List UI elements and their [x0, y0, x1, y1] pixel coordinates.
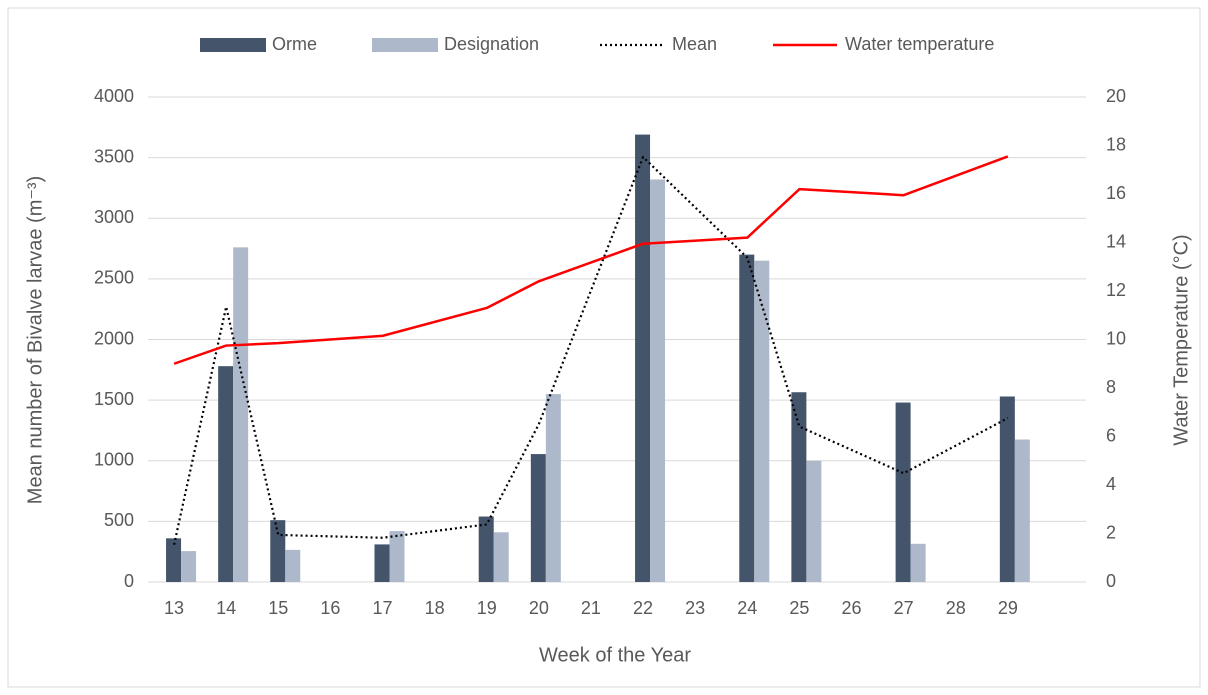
y-tick-label: 3000 [94, 207, 134, 227]
x-tick-label: 16 [320, 598, 340, 618]
bar [181, 551, 197, 582]
y-axis-title: Mean number of Bivalve larvae (m⁻³) [24, 176, 46, 504]
bar [374, 544, 390, 582]
bar [285, 549, 301, 582]
bar [493, 532, 509, 582]
bar [1014, 439, 1030, 582]
x-tick-label: 14 [216, 598, 236, 618]
line-series [173, 155, 1009, 365]
x-tick-label: 20 [529, 598, 549, 618]
x-axis-title: Week of the Year [539, 644, 691, 666]
y2-tick-label: 16 [1106, 183, 1126, 203]
y-tick-label: 0 [124, 571, 134, 591]
bar [739, 254, 755, 582]
legend-label: Designation [444, 34, 539, 54]
bar [806, 460, 822, 582]
bar [233, 247, 249, 582]
y2-tick-label: 18 [1106, 134, 1126, 154]
y2-tick-label: 4 [1106, 474, 1116, 494]
y2-tick-label: 14 [1106, 231, 1126, 251]
legend-swatch [200, 38, 266, 52]
bar [218, 366, 234, 582]
x-tick-label: 18 [425, 598, 445, 618]
x-tick-label: 21 [581, 598, 601, 618]
y2-tick-label: 12 [1106, 280, 1126, 300]
y2-tick-label: 0 [1106, 571, 1116, 591]
y2-axis-title: Water Temperature (°C) [1170, 234, 1192, 445]
bar [895, 402, 911, 582]
bar [530, 454, 546, 582]
x-tick-label: 28 [946, 598, 966, 618]
x-tick-label: 22 [633, 598, 653, 618]
x-tick-label: 15 [268, 598, 288, 618]
x-tick-label: 27 [894, 598, 914, 618]
x-tick-label: 25 [789, 598, 809, 618]
x-tick-label: 13 [164, 598, 184, 618]
y2-tick-label: 2 [1106, 522, 1116, 542]
x-tick-label: 24 [737, 598, 757, 618]
y-tick-label: 1000 [94, 450, 134, 470]
y-tick-label: 2000 [94, 328, 134, 348]
y2-tick-label: 20 [1106, 86, 1126, 106]
chart-border [7, 7, 1201, 688]
bar [270, 520, 286, 582]
x-tick-label: 19 [477, 598, 497, 618]
bar [389, 531, 405, 582]
bar [478, 516, 494, 582]
bar [650, 179, 666, 582]
y2-tick-label: 6 [1106, 425, 1116, 445]
x-tick-label: 17 [372, 598, 392, 618]
legend-swatch [372, 38, 438, 52]
legend-label: Water temperature [845, 34, 994, 54]
y-tick-label: 2500 [94, 268, 134, 288]
bar [635, 134, 651, 582]
x-tick-label: 26 [841, 598, 861, 618]
legend-label: Orme [272, 34, 317, 54]
bar [166, 538, 182, 582]
y2-tick-label: 10 [1106, 328, 1126, 348]
y2-tick-label: 8 [1106, 377, 1116, 397]
bar [910, 543, 926, 582]
bar [545, 394, 561, 582]
line-series [172, 155, 1009, 546]
x-tick-label: 29 [998, 598, 1018, 618]
bar [999, 396, 1015, 582]
legend-label: Mean [672, 34, 717, 54]
y-tick-label: 500 [104, 510, 134, 530]
x-tick-label: 23 [685, 598, 705, 618]
y-tick-label: 4000 [94, 86, 134, 106]
bar [791, 392, 807, 582]
bar [754, 260, 770, 582]
y-tick-label: 1500 [94, 389, 134, 409]
y-tick-label: 3500 [94, 146, 134, 166]
